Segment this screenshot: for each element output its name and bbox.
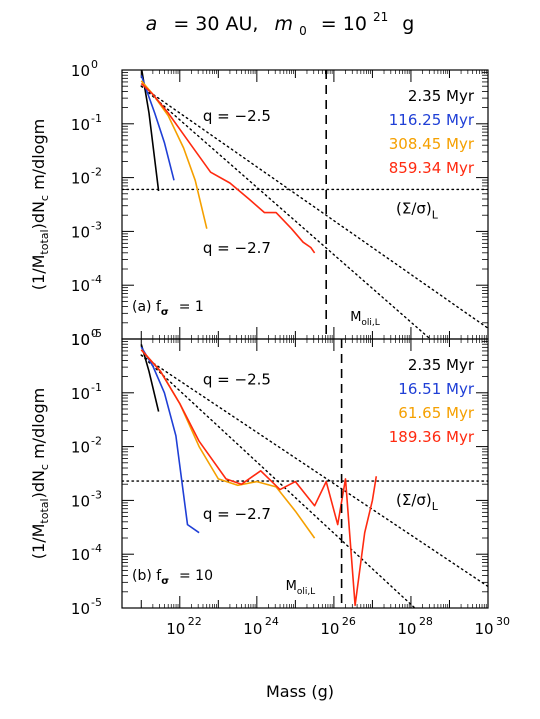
y-tick-label: 10 [71,116,90,134]
x-tick-label: 10 [397,620,416,638]
slope-label: q = −2.7 [203,505,271,523]
x-tick-label: 10 [474,620,493,638]
legend-entry: 2.35 Myr [408,356,475,374]
sigma-ratio-label: (Σ/σ)L [396,199,439,221]
legend-entry: 116.25 Myr [389,111,475,129]
oligarch-mass-label: Moli,L [350,310,380,328]
series-line [140,346,200,534]
power-law-reference-line [140,85,431,339]
y-tick-exponent: -2 [91,166,102,179]
series-line [140,82,316,254]
y-tick-exponent: -3 [91,488,102,501]
slope-label: q = −2.7 [203,239,271,257]
legend-entry: 61.65 Myr [398,404,475,422]
x-tick-exponent: 30 [496,615,510,628]
oligarch-mass-label: Moli,L [286,579,316,597]
x-tick-exponent: 28 [419,615,433,628]
plot-frame [121,338,489,609]
legend-entry: 16.51 Myr [398,380,475,398]
y-tick-label: 10 [71,277,90,295]
series-line [140,349,378,607]
y-axis-label: (1/Mtotal)dNc m/dlogm [29,388,51,559]
x-tick-exponent: 26 [342,615,356,628]
slope-label: q = −2.5 [203,371,271,389]
y-tick-label: 10 [71,492,90,510]
y-axis-label: (1/Mtotal)dNc m/dlogm [29,119,51,290]
series-line [140,75,175,181]
power-law-reference-line [140,354,488,588]
series-line [140,344,160,412]
y-tick-exponent: 0 [91,327,98,340]
y-tick-label: 10 [71,600,90,618]
y-tick-label: 10 [71,62,90,80]
y-tick-label: 10 [71,331,90,349]
x-tick-label: 10 [320,620,339,638]
y-tick-label: 10 [71,546,90,564]
y-tick-label: 10 [71,223,90,241]
x-tick-exponent: 22 [188,615,202,628]
y-tick-label: 10 [71,331,90,349]
y-tick-exponent: -5 [91,327,102,340]
panel-label: (b) fσ = 10 [132,568,213,587]
y-tick-label: 10 [71,439,90,457]
y-tick-exponent: -1 [91,381,102,394]
slope-label: q = −2.5 [203,107,271,125]
x-tick-label: 10 [166,620,185,638]
y-tick-exponent: -2 [91,435,102,448]
x-tick-exponent: 24 [265,615,279,628]
x-axis-label: Mass (g) [266,682,334,701]
y-tick-exponent: 0 [91,58,98,71]
legend-entry: 859.34 Myr [389,159,475,177]
x-tick-label: 10 [243,620,262,638]
y-tick-label: 10 [71,170,90,188]
y-tick-exponent: -4 [91,542,102,555]
legend-entry: 2.35 Myr [408,87,475,105]
legend-entry: 189.36 Myr [389,428,475,446]
y-tick-exponent: -3 [91,219,102,232]
power-law-reference-line [140,85,488,329]
legend-entry: 308.45 Myr [389,135,475,153]
figure-title: a = 30 AU, m 0 = 10 21 g [146,4,415,40]
y-tick-label: 10 [71,385,90,403]
y-tick-exponent: -5 [91,596,102,609]
panel-b: 10 010 -110 -210 -310 -410 -510 22 10 24 10 26 10 28 1… [29,327,510,638]
y-tick-exponent: -1 [91,112,102,125]
sigma-ratio-label: (Σ/σ)L [396,491,439,513]
panel-label: (a) fσ = 1 [132,299,204,318]
y-tick-exponent: -4 [91,273,102,286]
